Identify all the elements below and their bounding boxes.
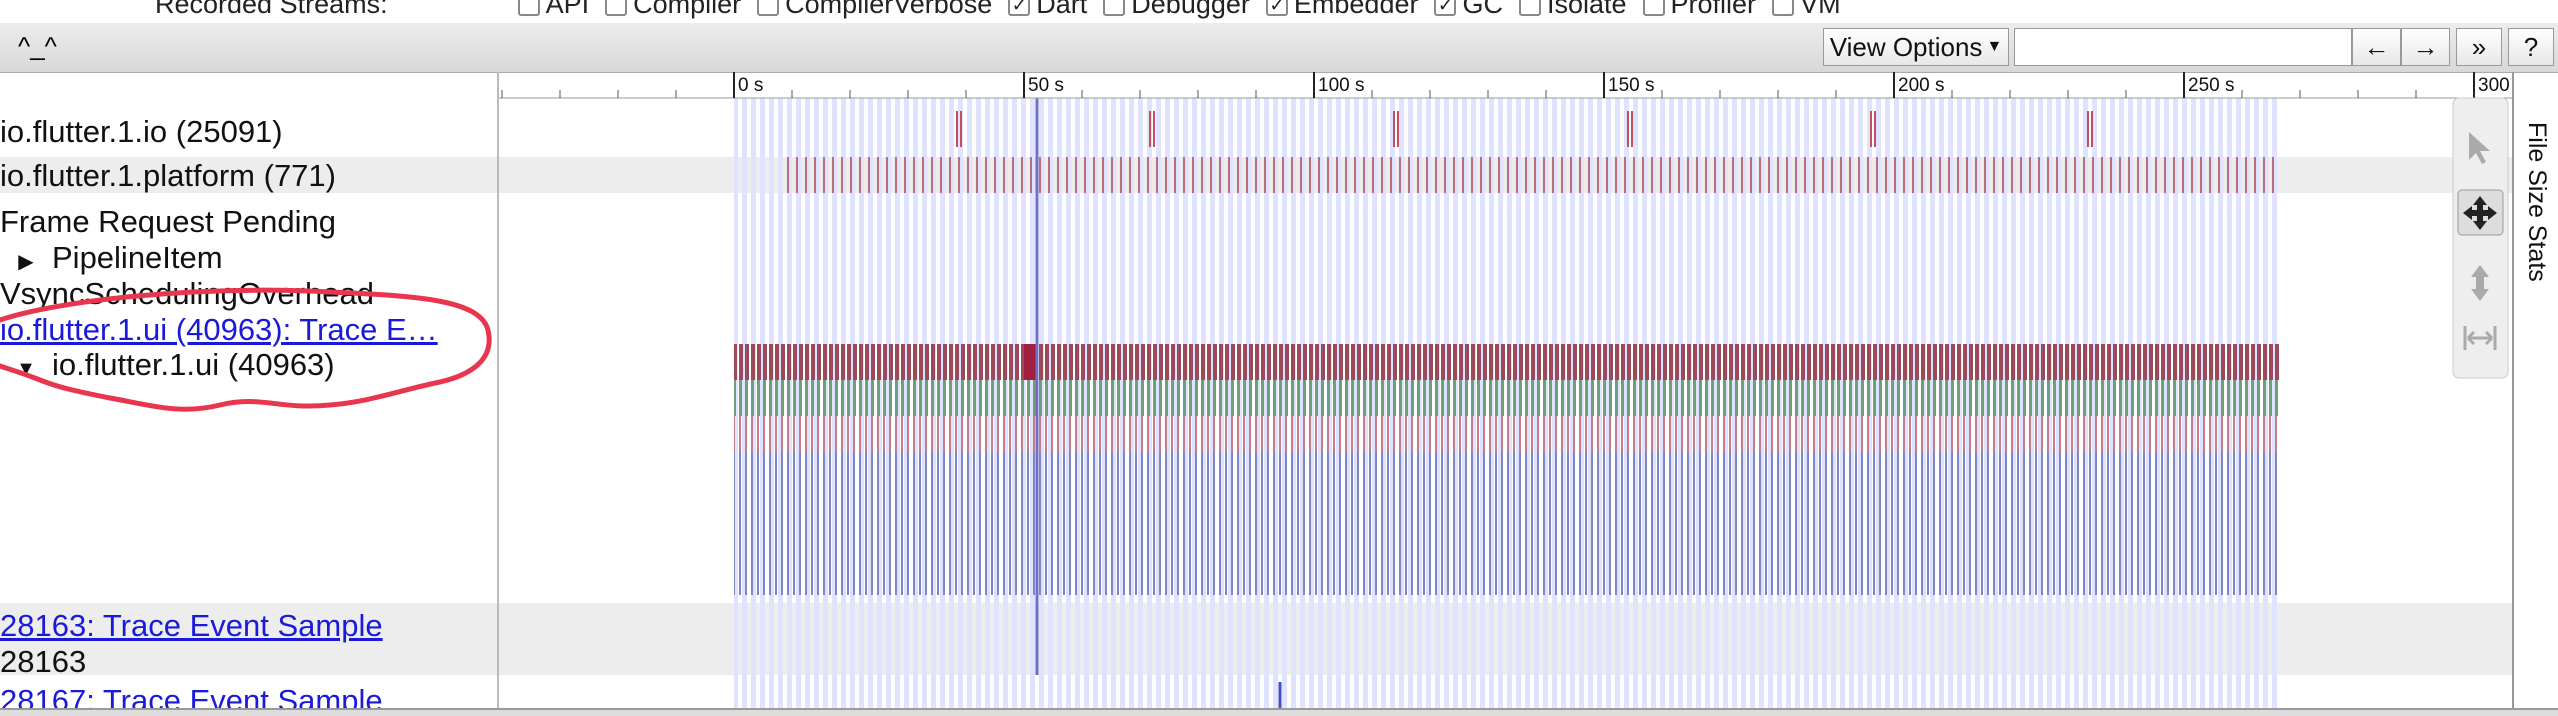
track-label[interactable]: 28167: Trace Event Sample [0,683,497,708]
ruler-label: 0 s [738,75,763,96]
toolbar: ^_^ View Options ▼ ← → » ? [0,23,2558,73]
track-name: PipelineItem [52,240,223,275]
track-label: 28163 [0,644,497,680]
stream-label: VM [1800,0,1841,19]
track-name: io.flutter.1.platform (771) [0,158,336,193]
bottom-bar [0,708,2558,716]
checkbox[interactable] [1518,0,1541,16]
ruler-label: 300 [2478,75,2510,96]
checkbox[interactable] [1772,0,1795,16]
stream-label: Debugger [1131,0,1250,19]
view-options-button[interactable]: View Options ▼ [1823,28,2009,66]
stream-option[interactable]: API [517,0,590,20]
expander[interactable]: ▼ [16,358,36,380]
track-label: VsyncSchedulingOverhead [0,276,497,312]
streams-label: Recorded Streams: [155,0,388,19]
stream-label: Compiler [633,0,742,19]
stream-option[interactable]: Profiler [1642,0,1757,20]
stream-option[interactable]: Isolate [1518,0,1627,20]
side-panel-title[interactable]: File Size Stats [2523,122,2551,282]
recorded-streams: Recorded Streams: API Compiler CompilerVer… [155,0,1857,23]
track-name: 28163: Trace Event Sample [0,608,383,643]
logo: ^_^ [18,31,57,61]
track-name: io.flutter.1.ui (40963) [52,347,335,382]
back-button[interactable]: ← [2352,28,2401,66]
stream-label: Embedder [1293,0,1419,19]
checkbox[interactable] [1103,0,1126,16]
track-label: Frame Request Pending [0,204,497,240]
tool-palette [2452,97,2509,379]
ruler-label: 200 s [1898,75,1944,96]
stream-label: API [545,0,590,19]
checkbox[interactable]: ✓ [1265,0,1288,16]
track-label: ▶ PipelineItem [0,240,497,276]
track-labels: io.flutter.1.io (25091) io.flutter.1.plat… [0,72,499,708]
checkbox[interactable]: ✓ [1434,0,1457,16]
track-label: ▼ io.flutter.1.ui (40963) [0,347,497,383]
select-tool[interactable] [2469,132,2490,164]
stream-option[interactable]: CompilerVerbose [757,0,992,20]
ruler-label: 100 s [1318,75,1364,96]
side-panel: File Size Stats [2512,72,2558,708]
more-button[interactable]: » [2456,28,2502,66]
track-label[interactable]: 28163: Trace Event Sample [0,608,497,644]
view-options-label: View Options [1829,31,1983,62]
track-label: io.flutter.1.platform (771) [0,158,497,194]
forward-button[interactable]: → [2401,28,2450,66]
pan-tool[interactable] [2463,196,2497,230]
timing-tool[interactable] [2463,326,2497,350]
stream-label: Isolate [1546,0,1627,19]
stream-option[interactable]: Debugger [1103,0,1250,20]
track-name: 28167: Trace Event Sample [0,683,383,708]
zoom-tool[interactable] [2471,265,2489,301]
checkbox[interactable] [757,0,780,16]
stream-option[interactable]: ✓ GC [1434,0,1503,20]
track-label[interactable]: io.flutter.1.ui (40963): Trace E… [0,312,497,348]
stream-option[interactable]: Compiler [605,0,741,20]
stream-option[interactable]: ✓ Embedder [1265,0,1419,20]
search-input[interactable] [2014,28,2352,66]
timeline: 0 s 50 s 100 s 150 s 200 s 250 s 300 [499,72,2512,708]
ruler-label: 150 s [1608,75,1654,96]
stream-option[interactable]: ✓ Dart [1008,0,1087,20]
track-name: 28163 [0,644,87,679]
ruler-label: 250 s [2188,75,2234,96]
track-name: io.flutter.1.ui (40963): Trace E… [0,312,438,347]
stream-label: Profiler [1670,0,1757,19]
ruler-label: 50 s [1028,75,1064,96]
checkbox[interactable]: ✓ [1008,0,1031,16]
help-button[interactable]: ? [2508,28,2554,66]
checkbox[interactable] [517,0,540,16]
stream-label: CompilerVerbose [785,0,993,19]
stream-label: Dart [1036,0,1088,19]
track-name: io.flutter.1.io (25091) [0,114,283,149]
stream-label: GC [1462,0,1503,19]
checkbox[interactable] [1642,0,1665,16]
track-name: Frame Request Pending [0,204,337,239]
stream-option[interactable]: VM [1772,0,1841,20]
track-name: VsyncSchedulingOverhead [0,276,374,311]
checkbox[interactable] [605,0,628,16]
track-label: io.flutter.1.io (25091) [0,114,497,150]
expander[interactable]: ▶ [18,251,34,273]
